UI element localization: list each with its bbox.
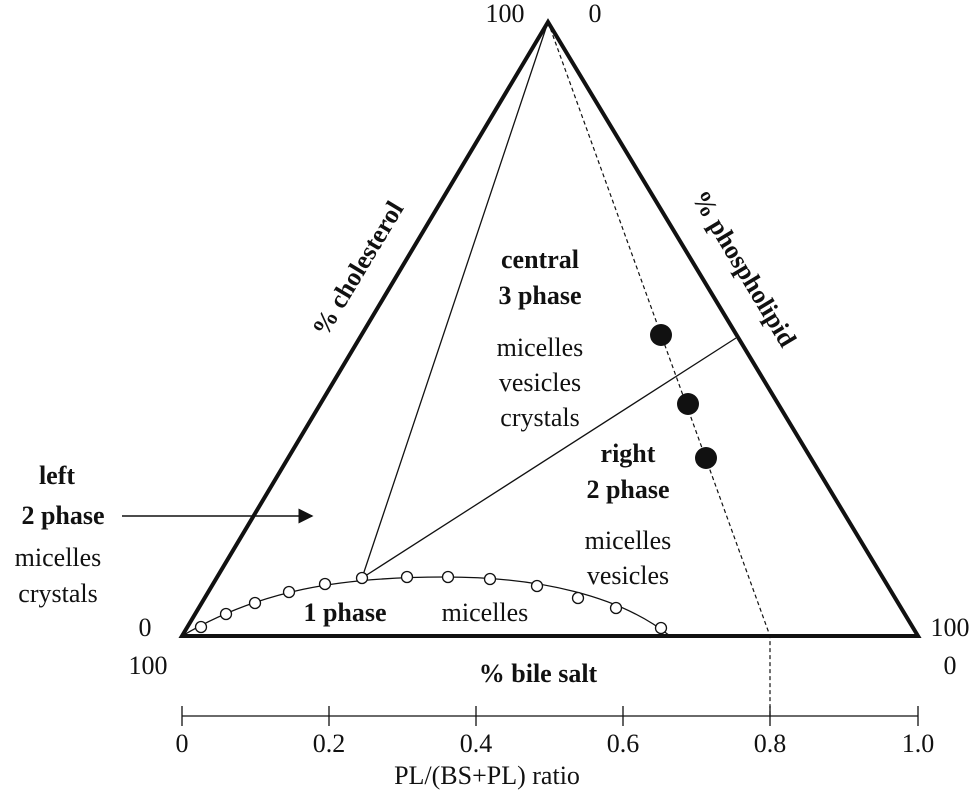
corner-label: 100 — [129, 651, 168, 680]
region-content: micelles — [497, 333, 584, 362]
apex-label: 100 — [486, 0, 525, 28]
scale-tick-label: 0.8 — [754, 729, 787, 758]
filled-points — [650, 324, 717, 469]
axis-title: % cholesterol — [306, 196, 409, 341]
ratio-scale — [181, 706, 919, 726]
apex-label: 0 — [589, 0, 602, 28]
axis-title: % phospholipid — [686, 185, 802, 352]
region-title: central — [501, 245, 579, 274]
corner-label: 0 — [139, 613, 152, 642]
open-points — [194, 570, 668, 635]
region-title: right — [601, 439, 656, 468]
region-content: micelles — [442, 598, 529, 627]
region-title: 3 phase — [498, 281, 581, 310]
region-title: left — [39, 461, 75, 490]
corner-label: 0 — [944, 651, 957, 680]
scale-tick-label: 0 — [176, 729, 189, 758]
region-title: 2 phase — [586, 475, 669, 504]
scale-tick-label: 0.4 — [460, 729, 493, 758]
scale-tick-label: 1.0 — [902, 729, 935, 758]
region-content: vesicles — [587, 561, 669, 590]
region-title: 2 phase — [21, 501, 104, 530]
corner-label: 100 — [931, 613, 970, 642]
scale-tick-label: 0.2 — [313, 729, 346, 758]
region-content: crystals — [500, 403, 579, 432]
region-content: vesicles — [499, 368, 581, 397]
axis-title: % bile salt — [479, 659, 598, 688]
scale-tick-label: 0.6 — [607, 729, 640, 758]
region-title: 1 phase — [303, 598, 386, 627]
scale-title: PL/(BS+PL) ratio — [394, 761, 580, 790]
region-content: micelles — [585, 526, 672, 555]
region-content: micelles — [15, 543, 102, 572]
region-content: crystals — [18, 579, 97, 608]
